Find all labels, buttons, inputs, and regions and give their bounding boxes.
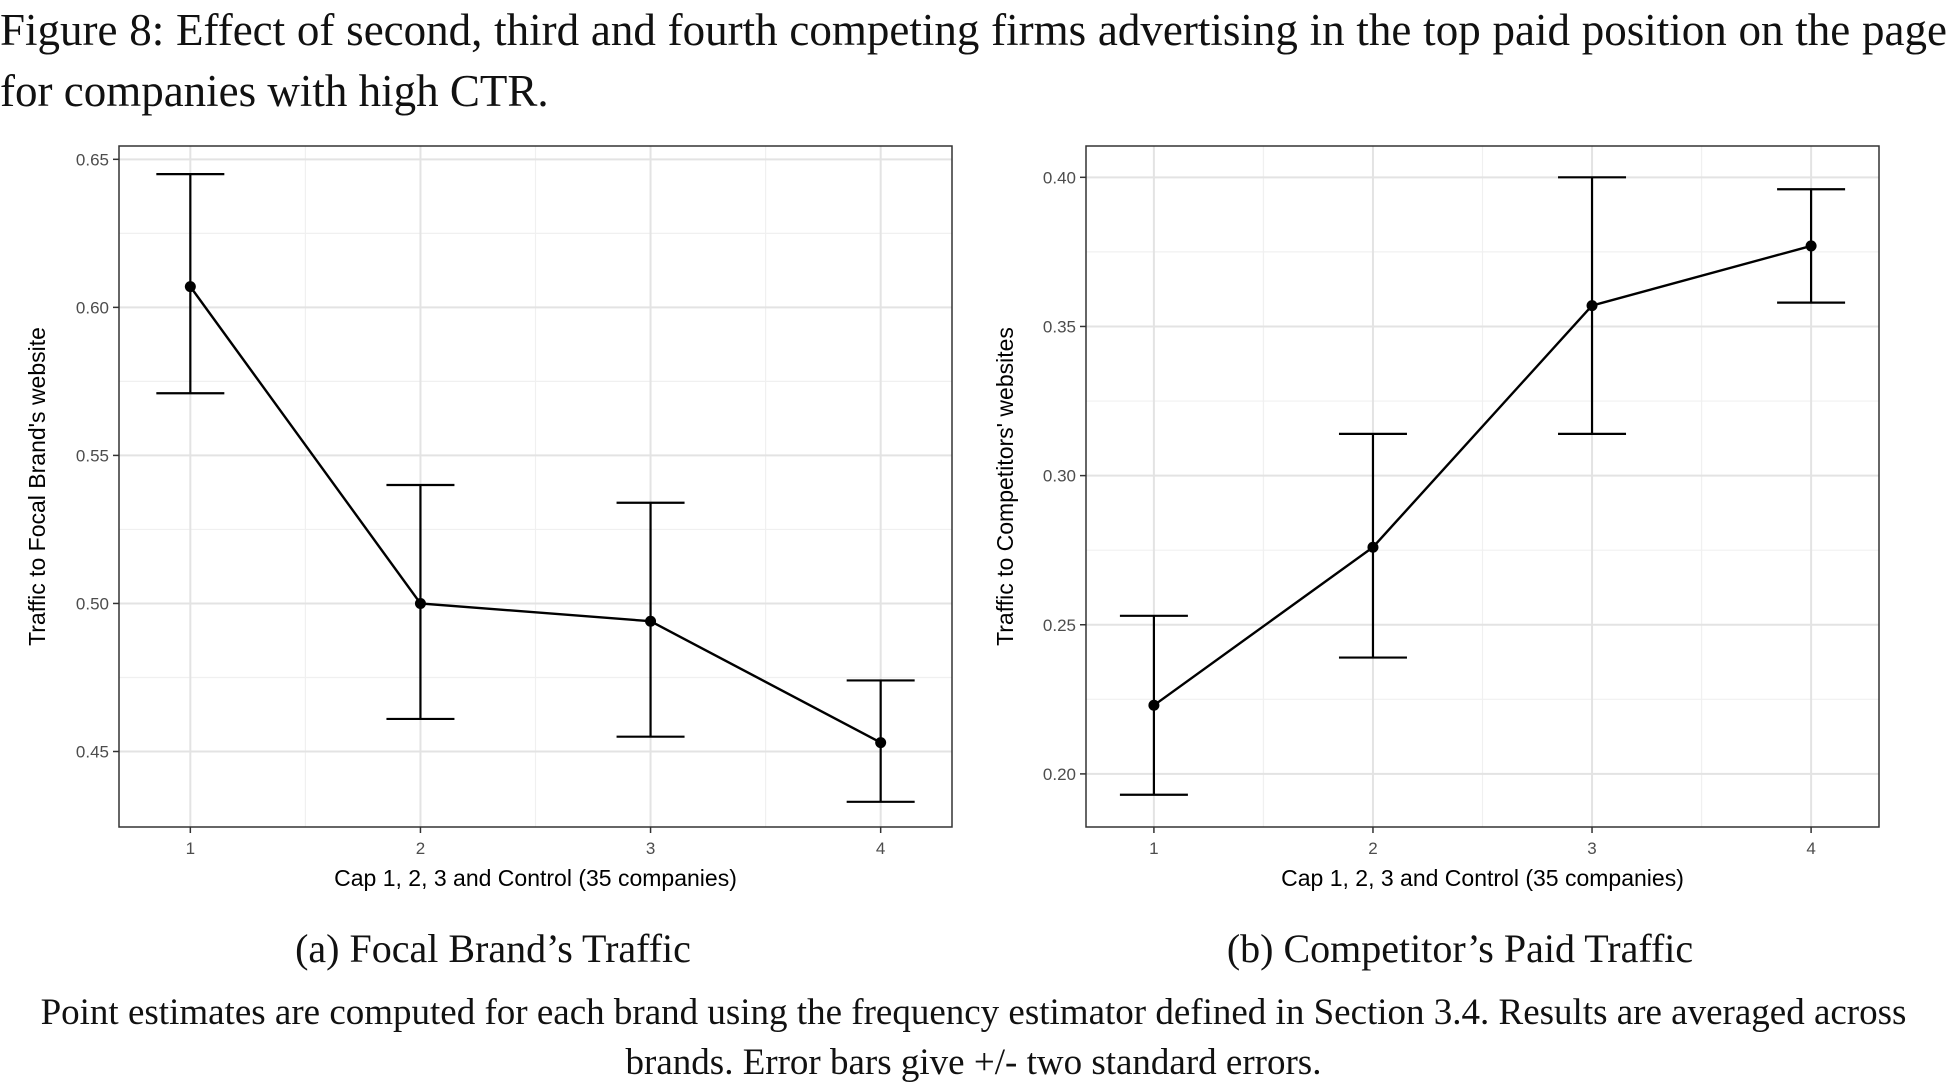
- y-tick-label: 0.20: [1043, 765, 1076, 784]
- x-tick-label: 3: [1587, 839, 1596, 858]
- chart-focal-brand-traffic: 0.45 0.50 0.55 0.60 0.65 1 2 3 4 Cap 1, 2, 3 and …: [24, 145, 953, 891]
- x-axis-label: Cap 1, 2, 3 and Control (35 companies): [334, 865, 737, 891]
- y-tick-label: 0.65: [76, 150, 109, 169]
- data-point: [875, 737, 887, 749]
- y-tick-label: 0.60: [76, 298, 109, 317]
- x-tick-label: 2: [1368, 839, 1377, 858]
- data-point: [1367, 541, 1379, 553]
- x-tick-label: 4: [876, 839, 885, 858]
- subcaption-a: (a) Focal Brand’s Traffic: [295, 926, 691, 971]
- x-tick-label: 4: [1806, 839, 1815, 858]
- figure-title: Figure 8: Effect of second, third and fo…: [0, 5, 1947, 116]
- y-tick-label: 0.50: [76, 594, 109, 613]
- y-tick-label: 0.40: [1043, 168, 1076, 187]
- y-axis-label: Traffic to Competitors' websites: [992, 327, 1018, 646]
- y-tick-label: 0.25: [1043, 616, 1076, 635]
- x-tick-label: 1: [1149, 839, 1158, 858]
- y-tick-label: 0.35: [1043, 317, 1076, 336]
- data-point: [1148, 699, 1160, 711]
- figure-note: Point estimates are computed for each br…: [40, 992, 1907, 1083]
- data-point: [184, 281, 196, 293]
- y-axis-label: Traffic to Focal Brand's website: [24, 327, 50, 646]
- y-tick-label: 0.30: [1043, 467, 1076, 486]
- x-axis-label: Cap 1, 2, 3 and Control (35 companies): [1281, 865, 1684, 891]
- subcaption-b: (b) Competitor’s Paid Traffic: [1226, 926, 1694, 971]
- plot-border: [1085, 145, 1880, 828]
- data-point: [645, 615, 657, 627]
- series-line: [189, 285, 882, 744]
- y-tick-label: 0.55: [76, 446, 109, 465]
- x-tick-label: 1: [186, 839, 195, 858]
- y-tick-label: 0.45: [76, 742, 109, 761]
- x-tick-label: 2: [416, 839, 425, 858]
- data-point: [414, 597, 426, 609]
- x-tick-label: 3: [646, 839, 655, 858]
- data-point: [1805, 240, 1817, 252]
- plot-border: [118, 145, 953, 828]
- data-point: [1586, 300, 1598, 312]
- chart-competitor-paid-traffic: 0.20 0.25 0.30 0.35 0.40 1 2 3 4 Cap 1, 2, 3 and …: [992, 145, 1880, 891]
- series-line: [1153, 244, 1812, 707]
